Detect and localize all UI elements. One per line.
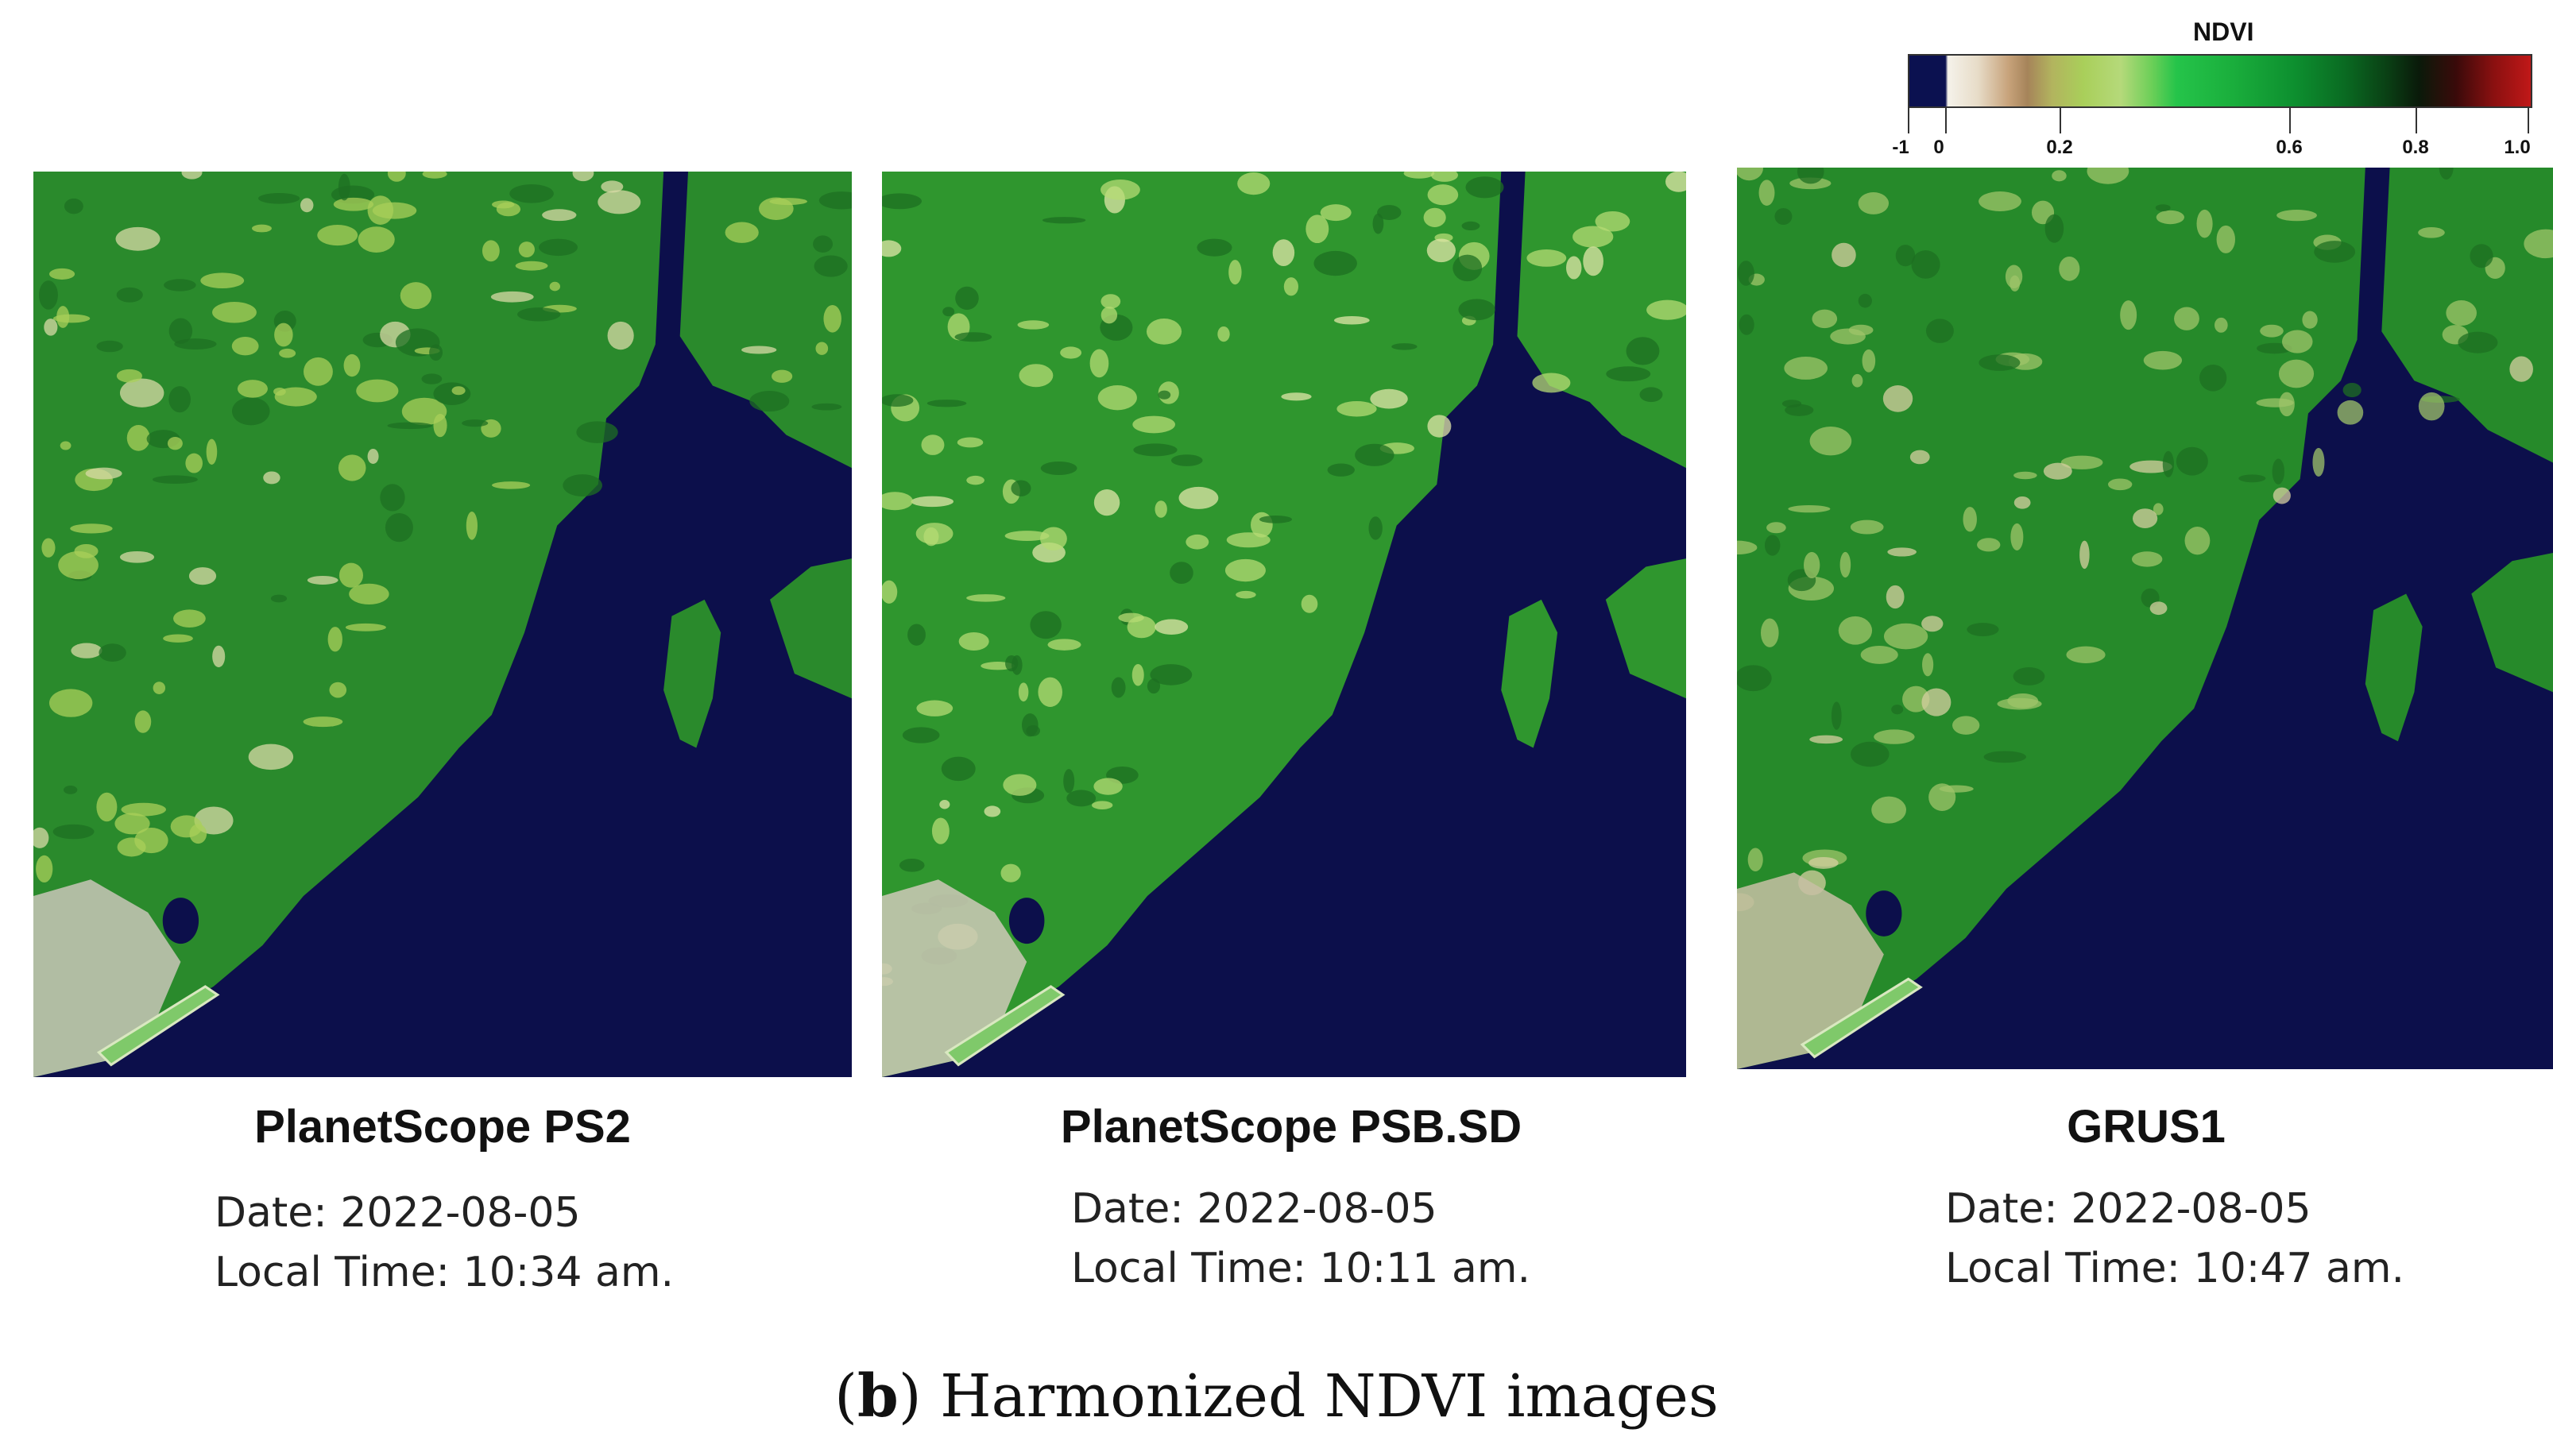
airport-runway [96, 985, 220, 1067]
colorbar-tick-mark [1945, 106, 1947, 133]
peninsula [2365, 593, 2423, 742]
colorbar-tick-label: 0.2 [2046, 137, 2073, 158]
ndvi-map-grus1 [1737, 168, 2553, 1069]
ndvi-map-canvas [1737, 168, 2553, 1069]
airport-runway [1800, 977, 1923, 1059]
colorbar-tick-label: -1 [1892, 137, 1909, 158]
panel-date: Date: 2022-08-05 [1945, 1185, 2311, 1233]
ndvi-map-canvas [33, 172, 852, 1077]
panel-title-ps2: PlanetScope PS2 [254, 1101, 631, 1153]
ndvi-map-canvas [882, 172, 1686, 1077]
colorbar-title: NDVI [2193, 17, 2254, 46]
panel-time: Local Time: 10:47 am. [1945, 1245, 2405, 1292]
colorbar-tick-label: 1.0 [2504, 137, 2531, 158]
airport-runway [944, 985, 1066, 1067]
colorbar-tick-mark [1908, 106, 1909, 133]
panel-time: Local Time: 10:11 am. [1071, 1245, 1531, 1292]
colorbar-tick-mark [2289, 106, 2291, 133]
land-area [33, 172, 852, 1077]
land-area [882, 172, 1686, 1077]
lake [1008, 898, 1045, 944]
figure-caption: (b) Harmonized NDVI images [834, 1362, 1719, 1431]
land-area [1737, 168, 2553, 1069]
colorbar-tick-label: 0.8 [2402, 137, 2429, 158]
lake [162, 898, 199, 944]
panel-title-grus1: GRUS1 [2067, 1101, 2226, 1153]
colorbar-tick-mark [2528, 106, 2529, 133]
panel-date: Date: 2022-08-05 [215, 1189, 581, 1237]
caption-letter: b [857, 1362, 899, 1431]
ndvi-map-psb-sd [882, 172, 1686, 1077]
panel-meta-psb-sd: Date: 2022-08-05 Local Time: 10:11 am. [1071, 1180, 1530, 1299]
lake [1866, 890, 1902, 937]
panel-time: Local Time: 10:34 am. [215, 1249, 675, 1296]
colorbar-tick-mark [2416, 106, 2417, 133]
panel-meta-grus1: Date: 2022-08-05 Local Time: 10:47 am. [1945, 1180, 2404, 1299]
colorbar-tick-mark [2060, 106, 2061, 133]
panel-date: Date: 2022-08-05 [1071, 1185, 1437, 1233]
peninsula [663, 599, 721, 748]
caption-text: ) Harmonized NDVI images [898, 1362, 1719, 1431]
panel-title-psb-sd: PlanetScope PSB.SD [1060, 1101, 1522, 1153]
ndvi-colorbar [1908, 54, 2532, 108]
ndvi-map-ps2 [33, 172, 852, 1077]
panel-meta-ps2: Date: 2022-08-05 Local Time: 10:34 am. [215, 1184, 674, 1303]
colorbar-tick-label: 0.6 [2276, 137, 2303, 158]
peninsula [1501, 599, 1558, 748]
colorbar-tick-label: 0 [1933, 137, 1944, 158]
